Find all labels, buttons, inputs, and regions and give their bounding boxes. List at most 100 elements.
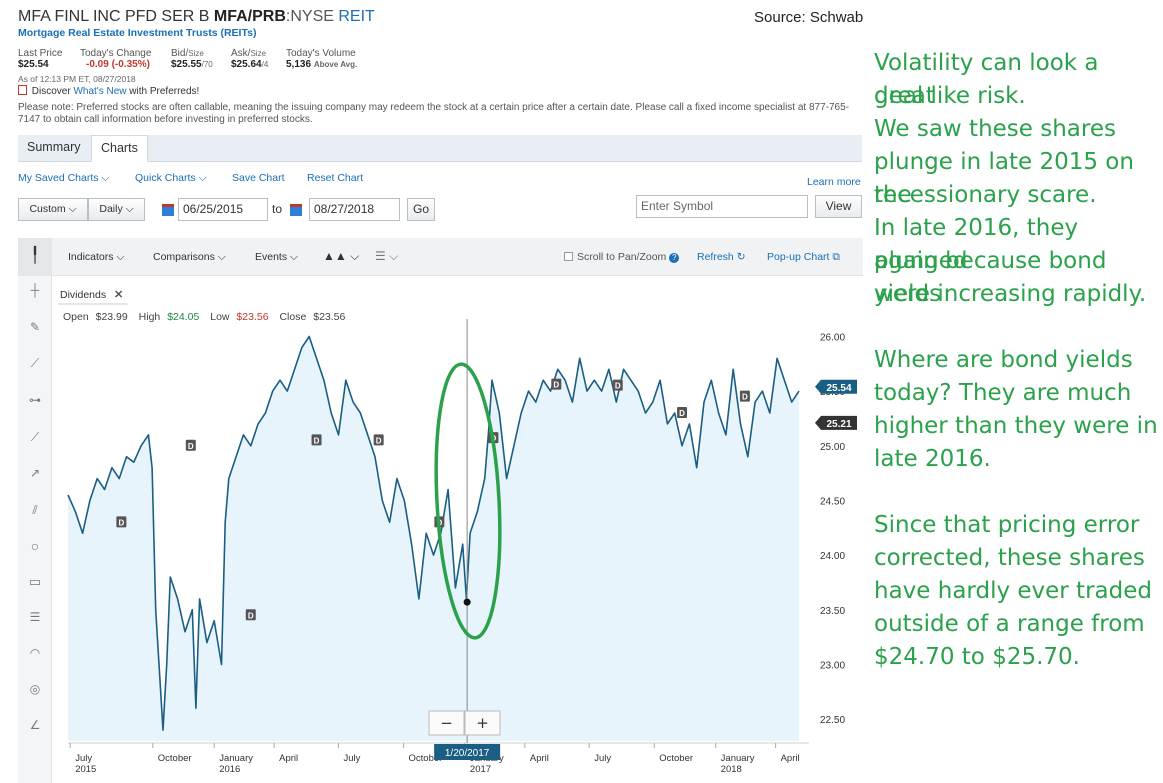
chart-settings-menu[interactable]: ☰ ⌵	[375, 249, 398, 264]
price-chart[interactable]: Dividends ✕ Open $23.99 High $24.05 Low …	[52, 276, 863, 783]
channel-tool-icon[interactable]: ⫽	[32, 503, 38, 517]
last-price-tag	[815, 379, 857, 394]
chevron-down-icon: ⌵	[290, 251, 298, 263]
x-tick-label: July	[75, 753, 92, 764]
popup-icon: ⧉	[832, 251, 840, 263]
scroll-pan-toggle[interactable]: Scroll to Pan/Zoom ?	[564, 251, 680, 263]
checkbox-icon[interactable]	[564, 252, 573, 261]
refresh-button[interactable]: Refresh ↻	[697, 251, 746, 263]
change-value: -0.09 (-0.35%)	[86, 59, 150, 70]
chart-type-menu[interactable]: ▲▲ ⌵	[323, 249, 359, 264]
my-saved-charts-label: My Saved Charts	[18, 172, 99, 184]
as-of-time: As of 12:13 PM ET, 08/27/2018	[18, 74, 136, 84]
comparisons-menu[interactable]: Comparisons ⌵	[153, 251, 226, 264]
events-label: Events	[255, 251, 288, 263]
annotation-line: Volatility can look a great	[874, 50, 1099, 109]
dividend-marker[interactable]	[612, 379, 623, 391]
to-date-input[interactable]: 08/27/2018	[309, 198, 400, 221]
horizontal-line-tool-icon[interactable]: ⊶	[29, 393, 41, 407]
interval-value: Daily	[99, 203, 123, 215]
ray-tool-icon[interactable]: ⟋	[30, 430, 40, 444]
industry-link[interactable]: Mortgage Real Estate Investment Trusts (…	[18, 27, 257, 39]
my-saved-charts-menu[interactable]: My Saved Charts ⌵	[18, 172, 109, 185]
calendar-icon[interactable]	[162, 204, 174, 216]
exchange: :NYSE	[285, 8, 334, 25]
chart-toolbar: Indicators ⌵ Comparisons ⌵ Events ⌵ ▲▲ ⌵…	[52, 238, 863, 276]
arc-tool-icon[interactable]: ◠	[29, 646, 41, 660]
dividend-marker[interactable]	[373, 434, 384, 446]
dividend-marker[interactable]	[245, 609, 256, 621]
symbol-input[interactable]: Enter Symbol	[636, 195, 808, 218]
events-menu[interactable]: Events ⌵	[255, 251, 298, 264]
last-price-value: $25.54	[18, 59, 49, 70]
annotation-line: were increasing rapidly.	[874, 281, 1147, 307]
x-tick-year: 2015	[75, 764, 96, 775]
annotation-line: have hardly ever traded	[874, 578, 1152, 604]
crosshair-point	[463, 598, 471, 606]
save-chart-link[interactable]: Save Chart	[232, 172, 285, 184]
dividend-marker[interactable]	[311, 434, 322, 446]
circle-tool-icon[interactable]: ○	[30, 538, 40, 554]
crosshair-tool-icon[interactable]: ┼	[30, 283, 40, 297]
tab-summary[interactable]: Summary	[27, 140, 81, 154]
dividend-marker[interactable]	[739, 390, 750, 402]
x-tick-label: July	[594, 753, 611, 764]
quick-charts-label: Quick Charts	[135, 172, 196, 184]
x-tick-label: July	[343, 753, 360, 764]
last-price-label: Last Price	[18, 48, 63, 59]
tab-charts[interactable]: Charts	[91, 135, 148, 162]
y-tick-label: 26.00	[820, 332, 845, 343]
target-tool-icon[interactable]: ◎	[29, 682, 41, 696]
whats-new-link[interactable]: What's New	[73, 86, 127, 97]
bid-sub: Size	[188, 49, 204, 58]
rectangle-tool-icon[interactable]: ▭	[28, 574, 42, 589]
annotation-line	[874, 476, 1163, 509]
help-icon[interactable]: ?	[669, 253, 680, 263]
gann-tool-icon[interactable]: ∠	[29, 718, 41, 732]
price-line	[67, 335, 800, 731]
high-value: $24.05	[167, 311, 199, 323]
range-select[interactable]: Custom ⌵	[18, 198, 88, 221]
y-tick-label: 22.50	[820, 715, 845, 726]
close-label: Close	[279, 311, 306, 323]
go-button[interactable]: Go	[407, 198, 435, 221]
dividend-marker[interactable]	[116, 516, 127, 528]
zoom-in-button[interactable]	[464, 710, 501, 736]
interval-select[interactable]: Daily ⌵	[88, 198, 145, 221]
last-price-tag-label: 25.54	[826, 383, 851, 394]
annotation-line: late 2016.	[874, 446, 991, 472]
chevron-down-icon: ⌵	[68, 203, 77, 215]
quick-charts-menu[interactable]: Quick Charts ⌵	[135, 172, 207, 185]
dividend-marker[interactable]	[551, 378, 562, 390]
annotation-line: again because bond yields	[874, 248, 1107, 307]
dividend-marker[interactable]	[185, 439, 196, 451]
indicators-menu[interactable]: Indicators ⌵	[68, 251, 124, 264]
fibonacci-tool-icon[interactable]: ☰	[29, 610, 41, 624]
view-button[interactable]: View	[815, 195, 862, 218]
volume-value: 5,136	[286, 59, 312, 70]
tab-bar: Summary Charts	[18, 135, 862, 162]
zoom-out-button[interactable]	[428, 710, 465, 736]
annotation-line	[874, 311, 1163, 344]
close-icon[interactable]: ✕	[114, 289, 123, 301]
dividend-marker[interactable]	[677, 407, 688, 418]
annotation-line: Since that pricing error	[874, 512, 1140, 538]
pointer-tool-icon[interactable]: ╿	[18, 238, 52, 276]
reset-chart-link[interactable]: Reset Chart	[307, 172, 364, 184]
bid-size-value: /70	[201, 60, 213, 69]
calendar-icon[interactable]	[290, 204, 302, 216]
zoom-in-button-label: +	[476, 714, 489, 732]
line-tool-icon[interactable]: ⟋	[30, 356, 40, 370]
dividends-chip[interactable]: Dividends	[60, 289, 106, 301]
y-tick-label: 23.50	[820, 606, 845, 617]
note-tool-icon[interactable]: ✎	[29, 320, 41, 334]
popup-chart-button[interactable]: Pop-up Chart ⧉	[767, 251, 840, 264]
refresh-label: Refresh	[697, 251, 734, 263]
arrow-tool-icon[interactable]: ↗	[29, 466, 41, 480]
learn-more-link[interactable]: Learn more	[807, 176, 861, 188]
discover-suffix: with Preferreds!	[129, 86, 200, 97]
dividend-marker-label: D	[314, 436, 320, 445]
ask-value: $25.64	[231, 59, 262, 70]
x-tick-label: April	[279, 753, 298, 764]
from-date-input[interactable]: 06/25/2015	[178, 198, 268, 221]
